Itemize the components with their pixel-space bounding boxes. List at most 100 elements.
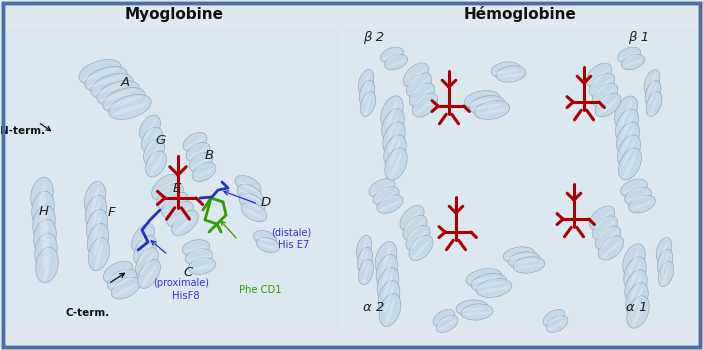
Ellipse shape [138,260,160,288]
Ellipse shape [621,114,633,140]
Ellipse shape [479,287,509,293]
Ellipse shape [456,300,488,316]
Ellipse shape [381,96,404,128]
Ellipse shape [363,263,369,284]
Text: B: B [205,149,214,162]
Ellipse shape [93,228,102,256]
Ellipse shape [160,189,180,207]
Text: A: A [121,76,129,89]
Ellipse shape [371,184,393,195]
Ellipse shape [388,127,400,153]
Ellipse shape [189,153,213,172]
Ellipse shape [114,283,138,296]
Ellipse shape [413,240,430,259]
Ellipse shape [183,133,207,152]
Ellipse shape [474,282,504,288]
Ellipse shape [356,235,372,261]
Ellipse shape [435,314,453,325]
Ellipse shape [602,241,621,258]
Ellipse shape [619,148,642,180]
Ellipse shape [36,247,58,283]
Ellipse shape [143,139,165,165]
Ellipse shape [387,60,406,67]
Ellipse shape [103,88,146,112]
Ellipse shape [359,259,373,285]
Ellipse shape [510,259,538,264]
Ellipse shape [140,252,155,275]
Ellipse shape [108,269,137,291]
Ellipse shape [195,168,214,179]
Ellipse shape [101,89,136,102]
Ellipse shape [645,80,661,105]
Ellipse shape [41,210,47,240]
Ellipse shape [141,127,162,153]
Ellipse shape [32,191,54,227]
Ellipse shape [382,259,392,287]
Ellipse shape [385,298,395,326]
Ellipse shape [409,78,429,96]
Ellipse shape [595,221,614,238]
Ellipse shape [357,247,373,273]
Ellipse shape [387,114,399,140]
Ellipse shape [238,181,259,193]
Ellipse shape [403,215,427,241]
Ellipse shape [379,294,401,327]
Ellipse shape [157,183,183,209]
Ellipse shape [545,314,563,325]
Ellipse shape [406,73,432,97]
Ellipse shape [33,205,56,241]
Ellipse shape [627,193,649,202]
Ellipse shape [494,69,519,74]
Ellipse shape [359,80,375,106]
Ellipse shape [139,115,160,141]
Ellipse shape [409,235,433,261]
Ellipse shape [380,47,404,63]
Ellipse shape [89,237,110,271]
Ellipse shape [382,52,401,60]
Text: β 2: β 2 [363,31,385,44]
Ellipse shape [186,138,205,149]
Ellipse shape [646,92,662,117]
Ellipse shape [155,180,175,198]
Ellipse shape [362,251,368,272]
Ellipse shape [39,196,46,226]
Ellipse shape [188,148,207,159]
Ellipse shape [436,315,458,332]
Ellipse shape [458,308,486,312]
Ellipse shape [598,236,624,260]
Ellipse shape [467,99,497,105]
Ellipse shape [167,201,193,226]
Ellipse shape [377,195,403,214]
Ellipse shape [466,268,502,287]
Ellipse shape [34,233,57,269]
Ellipse shape [165,198,185,216]
Ellipse shape [95,242,103,270]
Ellipse shape [619,52,638,60]
Text: D: D [261,196,271,209]
Ellipse shape [404,63,429,87]
Ellipse shape [85,66,127,91]
Ellipse shape [650,95,658,116]
Ellipse shape [106,96,142,108]
Ellipse shape [496,66,526,82]
Ellipse shape [498,73,524,78]
Ellipse shape [629,261,640,288]
Ellipse shape [515,264,543,269]
Ellipse shape [404,210,420,229]
Ellipse shape [662,253,669,274]
Ellipse shape [475,100,510,119]
Ellipse shape [476,279,512,298]
Ellipse shape [375,193,396,203]
Ellipse shape [44,252,51,282]
Ellipse shape [589,69,609,85]
Ellipse shape [406,220,424,239]
Text: (distale): (distale) [271,228,312,238]
Ellipse shape [409,83,434,107]
Ellipse shape [192,162,216,182]
Ellipse shape [543,309,565,327]
Ellipse shape [595,93,621,117]
Ellipse shape [400,205,424,231]
Text: β 1: β 1 [628,31,649,44]
Ellipse shape [648,73,656,94]
Ellipse shape [112,103,148,116]
